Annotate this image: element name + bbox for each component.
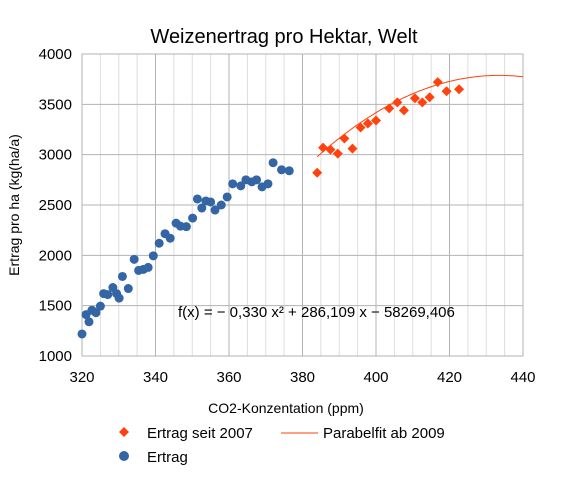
- point-ertrag-seit-2007: [432, 77, 443, 88]
- point-ertrag: [103, 290, 113, 300]
- point-ertrag: [181, 222, 191, 232]
- y-tick-label: 3500: [39, 96, 72, 113]
- x-tick-label: 320: [69, 369, 94, 386]
- legend-item-parabelfit: Parabelfit ab 2009: [281, 425, 445, 442]
- x-tick-label: 440: [510, 369, 535, 386]
- point-ertrag-seit-2007: [318, 142, 329, 153]
- y-tick-label: 4000: [39, 46, 72, 63]
- point-ertrag: [236, 181, 246, 191]
- point-ertrag: [165, 233, 175, 243]
- point-ertrag: [192, 194, 202, 204]
- point-ertrag: [228, 179, 238, 189]
- x-tick-label: 380: [290, 369, 315, 386]
- y-axis-label: Ertrag pro ha (kg(ha/a): [6, 134, 22, 276]
- point-ertrag: [206, 197, 216, 207]
- x-tick-label: 400: [363, 369, 388, 386]
- y-tick-label: 1500: [39, 298, 72, 315]
- point-ertrag-seit-2007: [424, 92, 435, 103]
- point-ertrag-seit-2007: [417, 97, 428, 108]
- legend-label-ertrag: Ertrag: [147, 449, 188, 466]
- point-ertrag-seit-2007: [347, 143, 358, 154]
- y-tick-label: 1000: [39, 348, 72, 365]
- point-ertrag-seit-2007: [409, 93, 420, 104]
- point-ertrag: [277, 165, 287, 175]
- fit-curve: [316, 74, 524, 158]
- point-ertrag: [188, 213, 198, 223]
- legend-label-ertrag-seit-2007: Ertrag seit 2007: [147, 425, 253, 442]
- point-ertrag: [268, 158, 278, 168]
- point-ertrag-seit-2007: [454, 84, 465, 95]
- point-ertrag: [154, 238, 164, 248]
- x-axis-label: CO2-Konzentation (ppm): [208, 400, 364, 416]
- legend-diamond-marker: [119, 427, 129, 437]
- point-ertrag-seit-2007: [312, 167, 323, 178]
- y-tick-label: 2500: [39, 197, 72, 214]
- point-ertrag-seit-2007: [355, 122, 366, 133]
- y-axis-ticks: 1000 1500 2000 2500 3000 3500 4000: [39, 46, 72, 365]
- point-ertrag: [210, 205, 220, 215]
- point-ertrag-seit-2007: [441, 86, 452, 97]
- plot-area-border: [81, 53, 524, 357]
- point-ertrag: [84, 317, 94, 327]
- legend-label-parabelfit: Parabelfit ab 2009: [323, 425, 445, 442]
- point-ertrag: [95, 301, 105, 311]
- point-ertrag-seit-2007: [339, 133, 350, 144]
- point-ertrag: [222, 192, 232, 202]
- point-ertrag-seit-2007: [398, 105, 409, 116]
- x-tick-label: 360: [216, 369, 241, 386]
- y-tick-label: 3000: [39, 147, 72, 164]
- point-ertrag: [216, 200, 226, 210]
- point-ertrag: [284, 166, 294, 176]
- point-ertrag: [148, 251, 158, 261]
- point-ertrag: [117, 271, 127, 281]
- fit-equation-annotation: f(x) = − 0,330 x² + 286,109 x − 58269,40…: [178, 304, 455, 321]
- x-tick-label: 420: [437, 369, 462, 386]
- point-ertrag: [143, 262, 153, 272]
- point-ertrag-seit-2007: [384, 103, 395, 114]
- point-ertrag: [263, 179, 273, 189]
- point-ertrag: [123, 284, 133, 294]
- point-ertrag-seit-2007: [362, 118, 373, 129]
- point-ertrag: [197, 203, 207, 213]
- point-ertrag-seit-2007: [371, 115, 381, 126]
- point-ertrag: [91, 308, 101, 318]
- x-tick-label: 340: [143, 369, 168, 386]
- point-ertrag: [129, 254, 139, 264]
- x-axis-ticks: 320 340 360 380 400 420 440: [69, 369, 535, 386]
- point-ertrag: [114, 293, 124, 303]
- point-ertrag: [252, 175, 262, 185]
- legend: Ertrag seit 2007 Parabelfit ab 2009 Ertr…: [119, 425, 445, 466]
- point-ertrag-seit-2007: [332, 148, 343, 159]
- series: [77, 74, 524, 339]
- y-tick-label: 2000: [39, 247, 72, 264]
- legend-item-ertrag: Ertrag: [119, 449, 188, 466]
- chart-title: Weizenertrag pro Hektar, Welt: [150, 26, 418, 48]
- legend-item-ertrag-seit-2007: Ertrag seit 2007: [119, 425, 253, 442]
- point-ertrag: [77, 329, 87, 339]
- legend-circle-marker: [119, 451, 129, 461]
